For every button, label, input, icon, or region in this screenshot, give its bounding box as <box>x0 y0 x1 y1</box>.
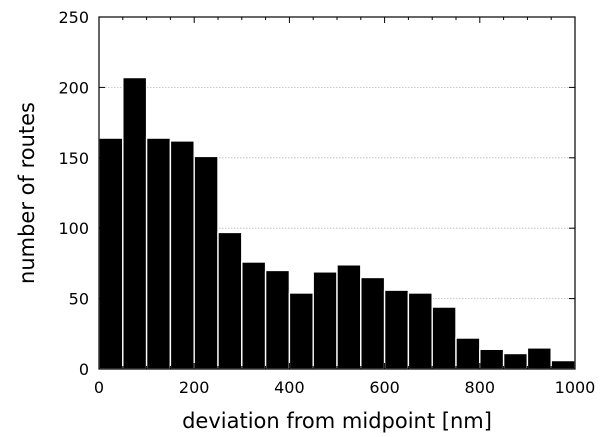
histogram-bar <box>550 359 576 370</box>
histogram-bar <box>383 289 410 370</box>
histogram-bar <box>145 137 172 370</box>
histogram-bar <box>217 231 243 370</box>
histogram-bar <box>193 155 219 370</box>
y-axis-title: number of routes <box>15 102 39 284</box>
histogram-bar <box>312 271 338 370</box>
x-axis-title: deviation from midpoint [nm] <box>182 409 492 433</box>
histogram-bar <box>431 306 457 370</box>
histogram-bar <box>407 292 433 370</box>
histogram-bar <box>502 352 529 370</box>
x-tick-label: 1000 <box>555 378 596 397</box>
y-tick-label: 250 <box>58 8 89 27</box>
histogram-bar <box>169 140 195 370</box>
histogram-bar <box>360 276 386 370</box>
bars <box>98 76 576 370</box>
y-tick-label: 0 <box>79 360 89 379</box>
x-tick-label: 600 <box>369 378 400 397</box>
y-tick-label: 50 <box>69 290 89 309</box>
y-tick-labels: 0 50 100 150 200 250 <box>58 8 89 379</box>
histogram-bar <box>336 264 362 370</box>
y-tick-label: 100 <box>58 219 89 238</box>
histogram-bar <box>455 337 481 370</box>
x-tick-label: 800 <box>465 378 496 397</box>
histogram-bar <box>98 137 124 370</box>
histogram-bar <box>264 269 291 370</box>
histogram-bar <box>526 347 552 370</box>
histogram-bar <box>122 76 148 370</box>
y-tick-label: 150 <box>58 149 89 168</box>
histogram-bar <box>288 292 314 370</box>
histogram-bar <box>241 261 267 370</box>
x-tick-label: 200 <box>179 378 210 397</box>
axis-ticks <box>98 16 576 370</box>
y-tick-label: 200 <box>58 78 89 97</box>
x-tick-label: 400 <box>274 378 305 397</box>
x-tick-labels: 0 200 400 600 800 1000 <box>94 378 595 397</box>
histogram-bar <box>479 348 505 370</box>
x-tick-label: 0 <box>94 378 104 397</box>
